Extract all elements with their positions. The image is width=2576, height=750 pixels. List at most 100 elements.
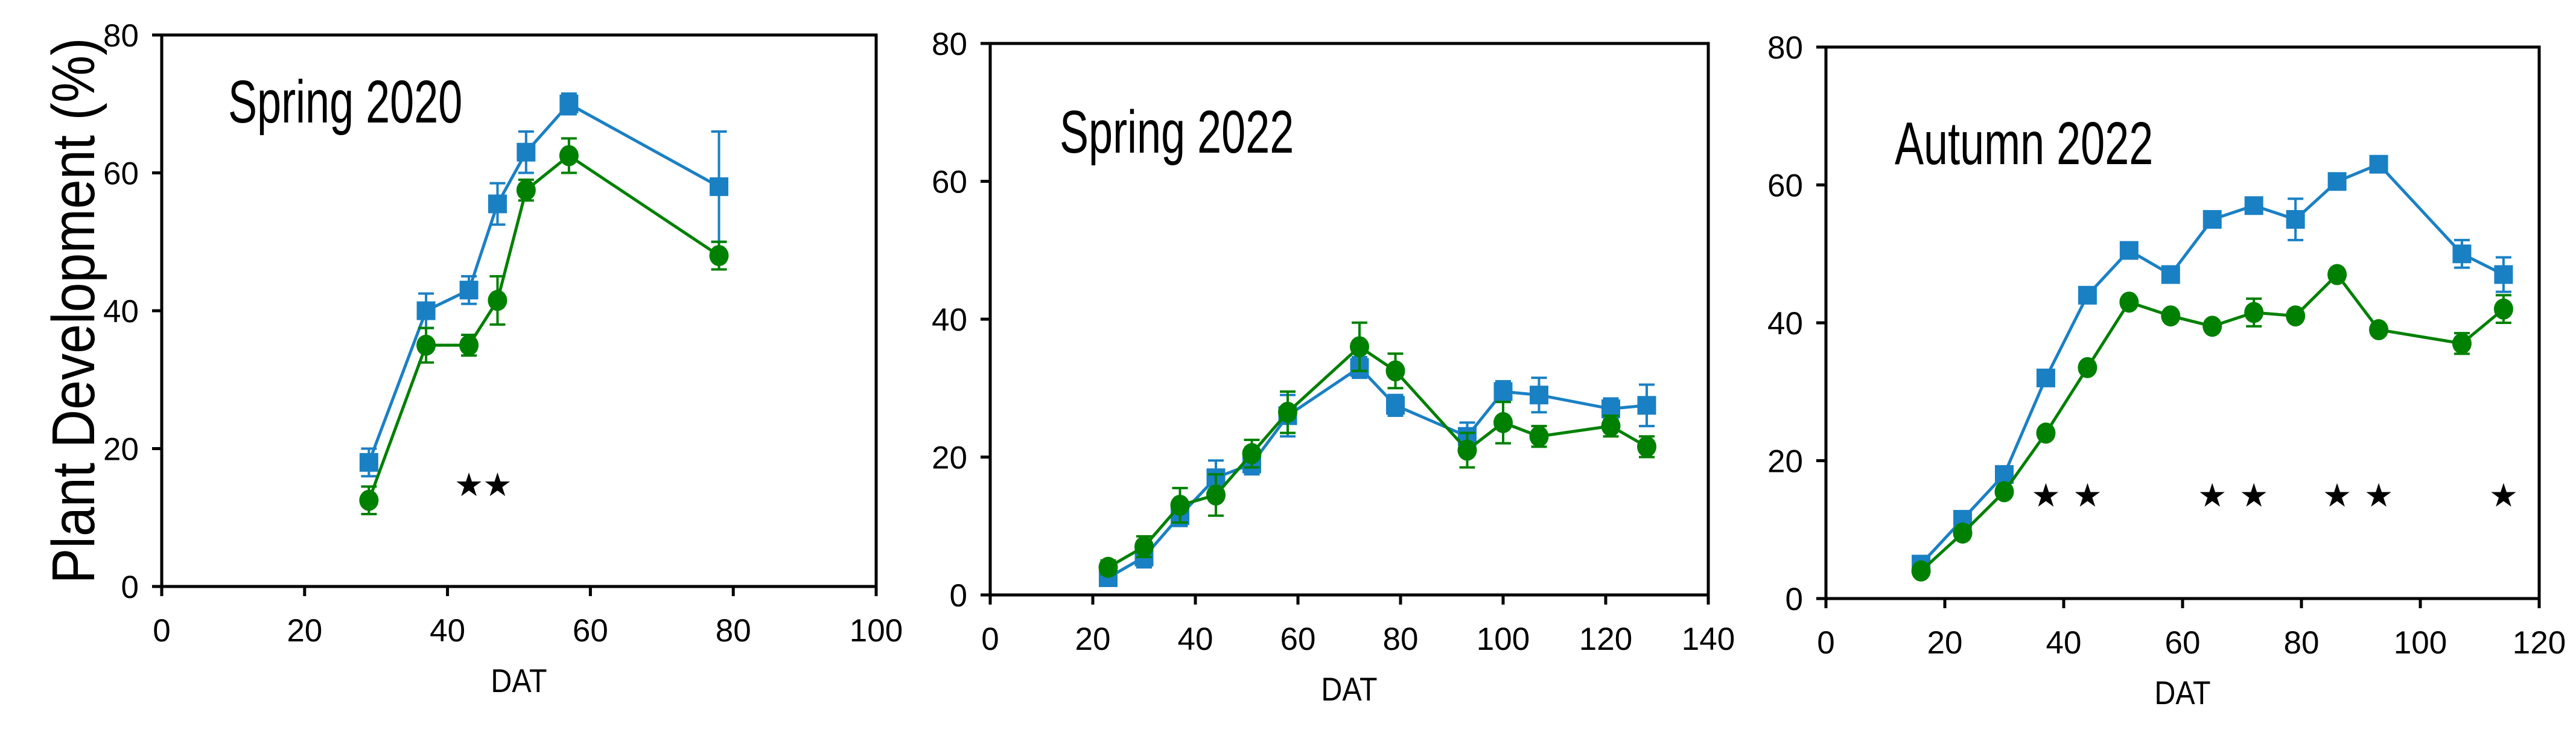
data-point-square (2078, 285, 2097, 305)
x-tick-label: 40 (2046, 625, 2082, 661)
x-tick-label: 60 (2165, 625, 2201, 661)
data-point-square (1530, 386, 1548, 405)
data-point-circle (1098, 556, 1118, 578)
data-point-circle (1170, 494, 1190, 516)
data-point-circle (2493, 298, 2513, 320)
y-tick-label: 80 (932, 27, 967, 62)
data-point-square (2244, 196, 2263, 215)
data-point-circle (1134, 536, 1154, 558)
series-green-circles (1098, 321, 1656, 578)
data-point-circle (2036, 422, 2056, 444)
data-point-square (559, 94, 579, 113)
data-point-square (2452, 244, 2472, 264)
x-tick-label: 60 (573, 613, 608, 649)
y-tick-label: 40 (932, 302, 967, 338)
data-point-circle (416, 334, 436, 356)
data-point-square (2036, 368, 2055, 387)
significance-star: ★ (2031, 477, 2060, 515)
data-point-circle (2078, 357, 2097, 378)
x-tick-label: 20 (287, 613, 322, 649)
x-axis-label-right: DAT (2154, 674, 2211, 711)
data-point-circle (359, 489, 379, 511)
data-point-circle (1385, 360, 1405, 382)
significance-star: ★ (2239, 477, 2268, 515)
x-tick-label: 120 (1579, 621, 1632, 657)
x-tick-label: 40 (1178, 621, 1213, 657)
data-point-circle (1911, 560, 1931, 582)
x-tick-label: 120 (2513, 625, 2566, 661)
data-point-circle (2119, 291, 2139, 313)
data-point-square (710, 177, 729, 196)
data-point-circle (2202, 316, 2222, 337)
y-tick-label: 20 (932, 440, 967, 476)
x-tick-label: 100 (1477, 621, 1530, 657)
panel-title-spring-2020: Spring 2020 (228, 68, 463, 136)
data-point-circle (1601, 415, 1621, 437)
y-tick-label: 80 (103, 18, 139, 54)
x-tick-label: 0 (981, 621, 999, 657)
data-point-circle (1994, 481, 2014, 503)
data-point-circle (516, 179, 536, 201)
data-point-circle (2286, 305, 2306, 327)
x-tick-label: 20 (1075, 621, 1111, 657)
x-tick-label: 100 (2394, 625, 2447, 661)
x-tick-label: 80 (1383, 621, 1419, 657)
y-tick-label: 80 (1767, 30, 1803, 66)
data-point-circle (1637, 436, 1656, 457)
data-point-square (2494, 265, 2513, 284)
data-point-circle (1953, 522, 1973, 544)
data-point-square (1637, 396, 1656, 415)
y-tick-label: 20 (1767, 444, 1803, 480)
x-tick-label: 20 (1927, 625, 1963, 661)
series-line (1107, 345, 1648, 569)
x-tick-label: 0 (153, 613, 170, 649)
panel-title-spring-2022: Spring 2022 (1060, 98, 1294, 166)
data-point-square (359, 453, 378, 472)
y-axis-title: Plant Development (%) (40, 37, 107, 584)
series-blue-squares (1099, 355, 1656, 587)
data-point-square (2327, 172, 2347, 191)
y-tick-label: 20 (103, 432, 139, 468)
x-tick-label: 40 (430, 613, 465, 649)
series-green-circles (1911, 264, 2513, 582)
data-point-square (416, 301, 436, 320)
data-point-square (517, 142, 536, 162)
data-point-square (2369, 154, 2388, 174)
data-point-square (459, 281, 479, 300)
y-tick-label: 60 (932, 165, 967, 200)
data-point-circle (2161, 305, 2181, 327)
x-tick-label: 140 (1682, 621, 1735, 657)
significance-star: ★ (454, 466, 483, 504)
data-point-square (1386, 396, 1405, 415)
data-point-circle (1350, 336, 1369, 358)
x-tick-label: 80 (716, 613, 751, 649)
panel-spring-2020: 0 20 40 60 80 100 0 20 40 60 80 ★★ (103, 18, 903, 649)
data-point-circle (709, 245, 729, 267)
y-tick-label: 0 (121, 570, 139, 605)
data-point-circle (1457, 439, 1477, 461)
data-point-square (2161, 265, 2180, 284)
significance-star: ★ (2364, 477, 2393, 515)
data-point-circle (488, 290, 507, 311)
data-point-square (2286, 210, 2305, 229)
data-point-circle (2452, 332, 2472, 354)
series-line (367, 102, 720, 463)
data-point-circle (459, 334, 479, 356)
data-point-square (1493, 382, 1513, 401)
series-line (1107, 365, 1647, 579)
panel-spring-2022: 0 20 40 60 80 100 120 140 0 20 40 60 80 (932, 27, 1735, 657)
x-tick-label: 0 (1817, 625, 1834, 661)
data-point-circle (1242, 443, 1262, 465)
y-tick-label: 40 (1767, 306, 1803, 342)
significance-star: ★ (2198, 477, 2227, 515)
y-tick-label: 0 (950, 578, 967, 614)
x-axis-label-left: DAT (491, 662, 547, 699)
data-point-circle (1493, 412, 1513, 433)
y-tick-label: 0 (1786, 582, 1803, 617)
x-tick-label: 100 (850, 613, 903, 649)
data-point-circle (1206, 484, 1226, 506)
series-line (1919, 272, 2505, 573)
data-point-circle (1529, 425, 1549, 447)
